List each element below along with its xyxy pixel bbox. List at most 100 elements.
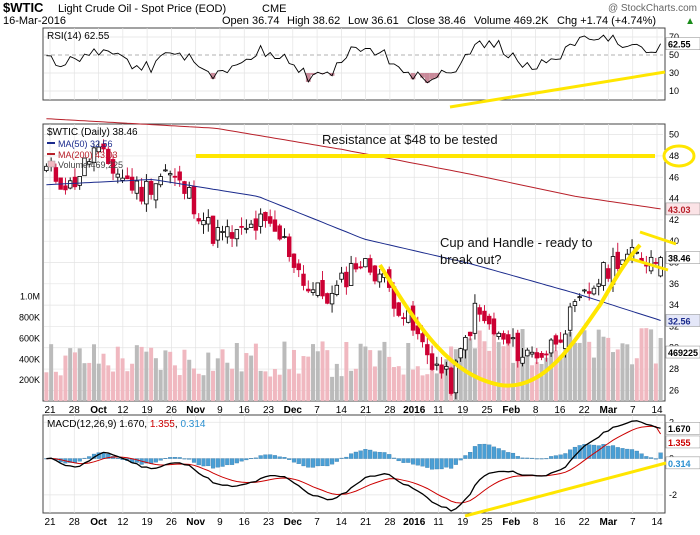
macd-histogram-bar — [115, 457, 120, 459]
rsi-oversold-fill — [210, 73, 216, 79]
volume-bar — [63, 355, 68, 401]
x-tick-label-lower: 26 — [166, 517, 178, 528]
volume-bar — [477, 330, 482, 401]
macd-histogram-bar — [144, 458, 149, 464]
candle-body — [196, 218, 201, 222]
macd-histogram-bar — [215, 458, 220, 468]
candle-body — [515, 332, 520, 362]
annotations — [196, 70, 696, 518]
macd-histogram-bar — [634, 450, 639, 459]
volume-bar — [220, 349, 225, 401]
x-tick-label-lower: 7 — [314, 517, 320, 528]
macd-histogram-bar — [72, 458, 78, 463]
macd-histogram-bar — [472, 446, 477, 459]
volume-bar — [563, 347, 568, 401]
volume-bar — [168, 351, 173, 401]
candle-body — [87, 161, 92, 165]
macd-histogram-bar — [525, 457, 530, 459]
volume-bar — [634, 358, 639, 401]
volume-bar — [534, 362, 539, 401]
macd-histogram-bar — [520, 457, 525, 459]
volume-bar — [630, 364, 635, 401]
candle-body — [201, 220, 206, 226]
macd-histogram-bar — [506, 452, 511, 459]
macd-histogram-bar — [587, 444, 592, 459]
rsi-oversold-fill — [420, 73, 425, 78]
macd-histogram-bar — [420, 458, 425, 467]
macd-histogram-bar — [291, 458, 297, 463]
candle-body — [482, 310, 487, 322]
candle-body — [586, 291, 592, 294]
macd-histogram-bar — [591, 444, 597, 459]
macd-signal-badge: 1.355 — [668, 438, 691, 448]
candle-body — [439, 364, 444, 374]
volume-bar — [282, 341, 287, 401]
macd-histogram-bar — [515, 456, 520, 459]
macd-trendline — [464, 461, 667, 518]
header-close: Close 38.46 — [407, 15, 466, 27]
volume-bar — [106, 365, 111, 401]
volume-bar — [411, 369, 416, 401]
x-tick-label-lower: 14 — [336, 517, 348, 528]
candle-body — [144, 180, 149, 205]
rsi-oversold-fill — [329, 73, 335, 76]
macd-histogram-bar — [172, 457, 177, 459]
macd-value-badge-bg — [665, 421, 700, 435]
volume-bar — [396, 366, 401, 401]
volume-bar — [272, 368, 277, 401]
volume-bar — [144, 351, 149, 401]
x-tick-label-upper: 11 — [433, 405, 444, 416]
x-tick-label-lower: Mar — [600, 517, 618, 528]
rsi-series — [46, 34, 661, 84]
volume-bar — [596, 329, 601, 401]
x-tick-label-lower: 8 — [533, 517, 539, 528]
x-tick-label-upper: Nov — [186, 405, 205, 416]
candle-body — [463, 336, 468, 351]
volume-tick-label: 1.0M — [20, 292, 40, 302]
volume-bar — [506, 339, 511, 401]
x-tick-label-upper: 25 — [481, 405, 493, 416]
x-tick-label-upper: Mar — [600, 405, 618, 416]
volume-bar — [391, 367, 396, 401]
candle-body — [477, 307, 482, 315]
volume-bar — [344, 341, 349, 401]
axis-labels: 21 21 28 28 Oct Oct 12 12 19 19 26 26 Nov Nov 9 9 16 16 23… — [19, 32, 700, 528]
candle-body — [363, 258, 368, 268]
macd-histogram-bar — [368, 449, 373, 459]
volume-bar — [539, 363, 544, 401]
price-legend-main: $WTIC (Daily) 38.46 — [47, 127, 138, 138]
x-tick-label-upper: 22 — [579, 405, 591, 416]
volume-bar — [211, 370, 216, 401]
x-tick-label-lower: 2016 — [403, 517, 426, 528]
volume-bar — [363, 346, 368, 401]
macd-histogram-bar — [68, 458, 73, 463]
volume-bar — [134, 345, 139, 401]
macd-histogram-bar — [239, 458, 244, 462]
volume-bar — [234, 343, 239, 401]
candle-body — [653, 262, 659, 264]
header-volume: Volume 469.2K — [474, 15, 549, 27]
legend-ma200: MA(200) 43.03 — [58, 150, 118, 160]
volume-bar — [287, 369, 292, 401]
macd-histogram-bar — [277, 456, 282, 459]
instrument-name: Light Crude Oil - Spot Price (EOD) — [58, 3, 226, 15]
cup-curve — [378, 243, 642, 388]
volume-bar — [349, 370, 354, 401]
volume-bar — [182, 349, 187, 401]
macd-histogram-bar — [306, 458, 311, 468]
volume-bar — [439, 364, 444, 401]
candle-body — [191, 186, 197, 215]
macd-series — [44, 420, 663, 512]
volume-bar — [406, 342, 411, 401]
volume-bar — [549, 348, 554, 401]
volume-tick-label: 400K — [19, 354, 40, 364]
volume-bar — [149, 347, 154, 401]
rsi-tick-label: 50 — [669, 50, 679, 60]
volume-bar — [544, 357, 549, 401]
price-tick-label: 36 — [669, 279, 679, 289]
macd-histogram-bar — [320, 458, 325, 467]
candle-body — [229, 232, 235, 239]
x-tick-label-lower: 14 — [651, 517, 663, 528]
price-tick-label: 28 — [669, 364, 679, 374]
